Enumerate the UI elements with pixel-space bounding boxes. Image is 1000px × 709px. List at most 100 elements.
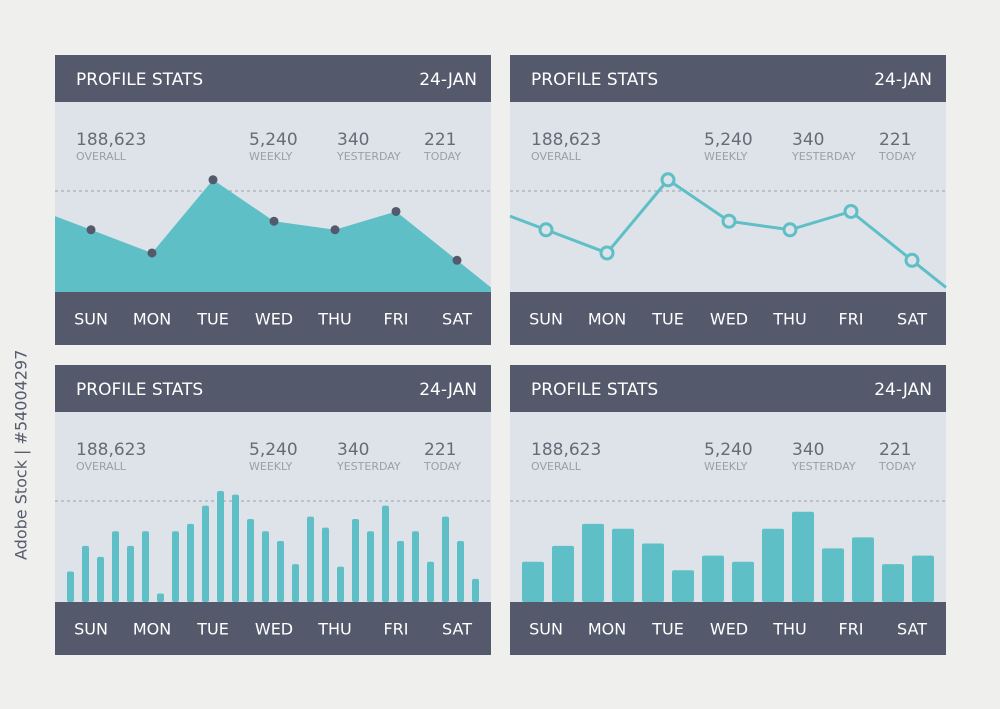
- x-tick-label: MON: [133, 620, 171, 639]
- bar: [612, 528, 634, 602]
- point: [599, 245, 615, 261]
- x-tick-label: FRI: [838, 620, 863, 639]
- bar: [457, 541, 464, 602]
- bar: [367, 531, 374, 602]
- panel-date: 24-JAN: [874, 70, 932, 90]
- bar: [472, 578, 479, 602]
- x-tick-label: FRI: [383, 620, 408, 639]
- x-tick-label: TUE: [196, 620, 229, 639]
- stat-value: 221: [879, 130, 911, 150]
- stat-value: 221: [424, 440, 456, 460]
- panel-date: 24-JAN: [419, 380, 477, 400]
- bar: [642, 543, 664, 602]
- point: [782, 222, 798, 238]
- bar: [882, 564, 904, 602]
- stat-value: 221: [879, 440, 911, 460]
- stat-value: 5,240: [704, 440, 753, 460]
- x-tick-label: SUN: [74, 310, 108, 329]
- bar: [582, 523, 604, 602]
- panel-title: PROFILE STATS: [531, 380, 658, 400]
- stat-label: WEEKLY: [249, 460, 293, 473]
- stat-label: TODAY: [423, 150, 461, 163]
- bar: [382, 505, 389, 602]
- x-tick-label: WED: [255, 310, 293, 329]
- bar: [127, 545, 134, 602]
- bar: [277, 541, 284, 602]
- stat-label: TODAY: [878, 150, 916, 163]
- bar: [67, 571, 74, 602]
- point: [208, 175, 218, 185]
- bar: [337, 566, 344, 602]
- x-tick-label: MON: [588, 310, 626, 329]
- panel-date: 24-JAN: [874, 380, 932, 400]
- point: [391, 206, 401, 216]
- bar: [187, 523, 194, 602]
- point: [904, 252, 920, 268]
- panel-footer: [55, 292, 491, 345]
- x-tick-label: SAT: [442, 310, 472, 329]
- x-tick-label: WED: [255, 620, 293, 639]
- point: [843, 203, 859, 219]
- panel-header: [55, 55, 491, 102]
- x-tick-label: TUE: [651, 310, 684, 329]
- bar: [732, 561, 754, 602]
- bar: [762, 528, 784, 602]
- stat-value: 188,623: [76, 440, 146, 460]
- bar: [442, 516, 449, 602]
- stat-label: YESTERDAY: [336, 460, 401, 473]
- x-tick-label: SAT: [897, 310, 927, 329]
- point: [269, 216, 279, 226]
- stat-label: OVERALL: [76, 150, 127, 163]
- panel-footer: [55, 602, 491, 655]
- x-tick-label: THU: [317, 620, 352, 639]
- point: [330, 225, 340, 235]
- x-tick-label: SUN: [529, 620, 563, 639]
- stat-value: 340: [337, 130, 369, 150]
- bar: [82, 545, 89, 602]
- point: [660, 172, 676, 188]
- point: [721, 213, 737, 229]
- bar: [217, 490, 224, 602]
- bar: [352, 519, 359, 602]
- panel-title: PROFILE STATS: [76, 70, 203, 90]
- x-tick-label: SAT: [897, 620, 927, 639]
- panel-footer: [510, 602, 946, 655]
- bar: [672, 570, 694, 602]
- bar: [202, 505, 209, 602]
- x-tick-label: WED: [710, 310, 748, 329]
- stat-label: OVERALL: [531, 150, 582, 163]
- x-tick-label: TUE: [651, 620, 684, 639]
- bar: [852, 537, 874, 602]
- x-tick-label: WED: [710, 620, 748, 639]
- bar: [172, 531, 179, 602]
- point: [86, 225, 96, 235]
- stat-value: 340: [337, 440, 369, 460]
- bar: [112, 531, 119, 602]
- x-tick-label: TUE: [196, 310, 229, 329]
- stat-value: 188,623: [76, 130, 146, 150]
- point: [452, 255, 462, 265]
- side-text: Adobe Stock | #54004297: [12, 350, 31, 560]
- panel-header: [55, 365, 491, 412]
- panel-footer: [510, 292, 946, 345]
- x-tick-label: THU: [772, 310, 807, 329]
- bar: [322, 527, 329, 602]
- stat-value: 340: [792, 130, 824, 150]
- stat-label: OVERALL: [531, 460, 582, 473]
- stat-label: OVERALL: [76, 460, 127, 473]
- stat-label: YESTERDAY: [336, 150, 401, 163]
- stat-label: WEEKLY: [704, 460, 748, 473]
- bar: [292, 564, 299, 602]
- panel-date: 24-JAN: [419, 70, 477, 90]
- stat-label: YESTERDAY: [791, 460, 856, 473]
- panel-header: [510, 55, 946, 102]
- stat-value: 188,623: [531, 440, 601, 460]
- stat-label: YESTERDAY: [791, 150, 856, 163]
- stat-value: 5,240: [249, 440, 298, 460]
- panel-header: [510, 365, 946, 412]
- stat-value: 188,623: [531, 130, 601, 150]
- stat-label: TODAY: [423, 460, 461, 473]
- x-tick-label: SAT: [442, 620, 472, 639]
- stat-label: WEEKLY: [704, 150, 748, 163]
